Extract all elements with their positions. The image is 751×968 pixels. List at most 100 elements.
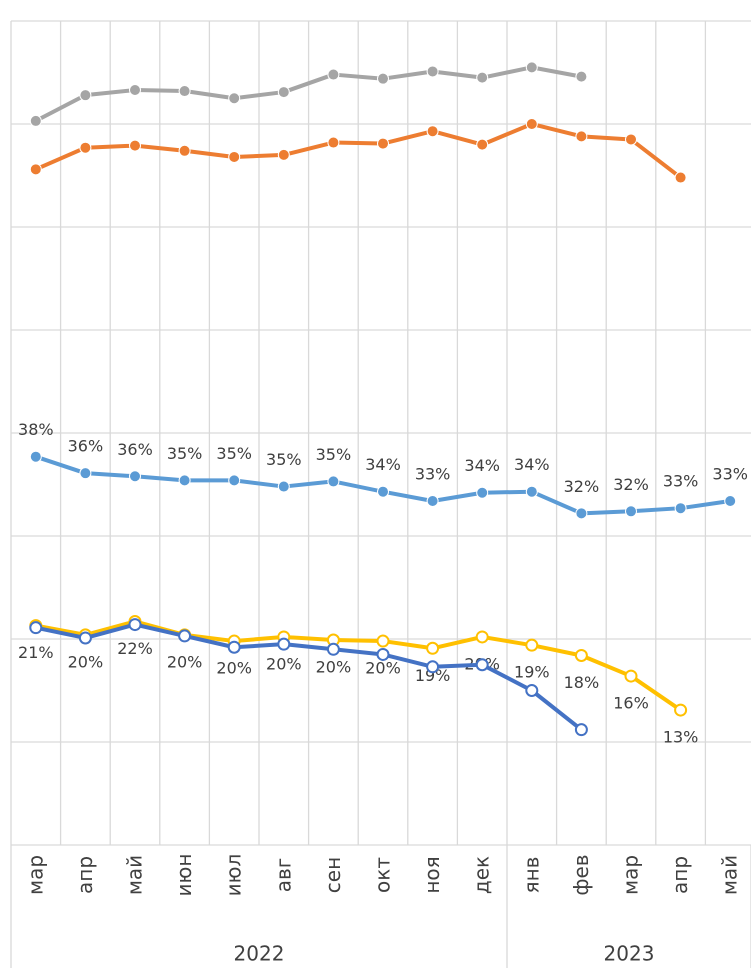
data-label: 35% bbox=[216, 444, 252, 463]
x-tick-label: мар bbox=[23, 855, 47, 895]
x-tick-label: фев bbox=[569, 854, 593, 895]
point bbox=[327, 475, 340, 488]
point bbox=[327, 136, 340, 149]
data-label: 33% bbox=[712, 464, 748, 483]
point bbox=[277, 86, 290, 99]
data-label: 13% bbox=[663, 728, 699, 747]
data-label: 21% bbox=[18, 643, 54, 662]
point bbox=[426, 65, 439, 78]
point bbox=[426, 125, 439, 138]
point bbox=[724, 494, 737, 507]
point bbox=[277, 148, 290, 161]
point bbox=[575, 70, 588, 83]
point bbox=[376, 634, 390, 648]
x-tick-label: ноя bbox=[420, 856, 444, 893]
point bbox=[277, 637, 291, 651]
x-tick-label: авг bbox=[271, 858, 295, 893]
point bbox=[29, 163, 42, 176]
point bbox=[525, 684, 539, 697]
data-label: 20% bbox=[316, 658, 352, 677]
point bbox=[525, 118, 538, 130]
point bbox=[377, 137, 389, 150]
point bbox=[129, 84, 141, 97]
x-group-label: 2022 bbox=[234, 942, 285, 966]
point bbox=[674, 171, 687, 184]
point bbox=[624, 669, 638, 683]
x-tick-label: апр bbox=[73, 856, 97, 894]
data-label: 32% bbox=[564, 477, 600, 496]
data-label: 38% bbox=[18, 420, 54, 439]
point bbox=[575, 130, 588, 143]
data-label: 19% bbox=[514, 663, 550, 682]
point bbox=[674, 703, 688, 717]
point bbox=[178, 144, 191, 157]
x-tick-label: янв bbox=[519, 857, 543, 894]
point bbox=[426, 660, 440, 674]
point bbox=[227, 640, 241, 654]
data-label: 36% bbox=[68, 437, 104, 456]
point bbox=[475, 630, 489, 644]
x-tick-label: апр bbox=[668, 856, 692, 894]
point bbox=[426, 494, 439, 507]
data-label: 20% bbox=[167, 652, 203, 671]
x-tick-label: май bbox=[123, 855, 147, 895]
data-label: 19% bbox=[415, 666, 451, 685]
point bbox=[178, 629, 192, 643]
point bbox=[525, 61, 538, 74]
data-label: 34% bbox=[464, 456, 500, 475]
point bbox=[228, 92, 241, 105]
point bbox=[128, 618, 142, 632]
x-tick-label: дек bbox=[470, 856, 494, 894]
x-group-label: 2023 bbox=[604, 942, 655, 966]
x-tick-label: июн bbox=[172, 854, 196, 897]
point bbox=[377, 72, 389, 85]
data-label: 20% bbox=[68, 652, 104, 671]
point bbox=[574, 723, 588, 737]
point bbox=[674, 502, 687, 515]
point bbox=[326, 642, 340, 656]
point bbox=[78, 631, 92, 645]
point bbox=[178, 474, 191, 487]
point bbox=[625, 133, 637, 146]
point bbox=[228, 150, 241, 163]
x-tick-label: мар bbox=[619, 855, 643, 895]
data-label: 20% bbox=[365, 659, 401, 678]
point bbox=[178, 85, 191, 98]
data-label: 32% bbox=[613, 475, 649, 494]
data-label: 34% bbox=[365, 455, 401, 474]
x-tick-label: сен bbox=[321, 857, 345, 893]
data-label: 20% bbox=[216, 659, 252, 678]
data-label: 33% bbox=[663, 472, 699, 491]
point bbox=[79, 89, 92, 102]
point bbox=[29, 621, 43, 635]
series-line bbox=[35, 122, 682, 180]
series-line bbox=[34, 65, 582, 123]
data-label: 33% bbox=[415, 464, 451, 483]
x-tick-label: май bbox=[718, 855, 742, 895]
x-tick-label: июл bbox=[222, 854, 246, 897]
point bbox=[79, 141, 92, 154]
data-label: 18% bbox=[564, 673, 600, 692]
point bbox=[79, 467, 92, 480]
point bbox=[376, 647, 390, 661]
data-label: 16% bbox=[613, 694, 649, 713]
point bbox=[476, 138, 489, 151]
data-label: 35% bbox=[167, 444, 203, 463]
x-tick-label: окт bbox=[371, 857, 395, 893]
point bbox=[575, 507, 588, 520]
point bbox=[29, 114, 42, 127]
series-line bbox=[35, 622, 583, 732]
data-label: 22% bbox=[117, 639, 153, 658]
point bbox=[475, 658, 489, 672]
point bbox=[476, 486, 489, 499]
point bbox=[228, 474, 241, 487]
point bbox=[525, 485, 538, 498]
data-label: 20% bbox=[266, 654, 302, 673]
data-label: 35% bbox=[266, 450, 302, 469]
point bbox=[476, 71, 489, 84]
data-label: 35% bbox=[316, 445, 352, 464]
point bbox=[625, 505, 637, 518]
point bbox=[525, 638, 539, 652]
point bbox=[377, 485, 389, 498]
